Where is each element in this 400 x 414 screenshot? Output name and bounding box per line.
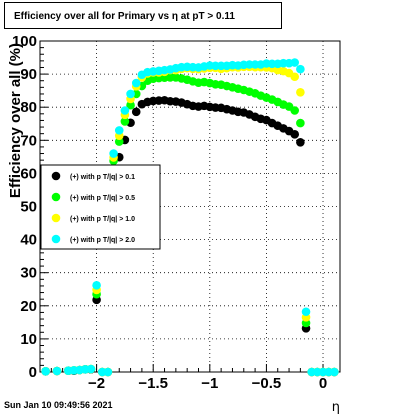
y-tick-label: 100: [12, 33, 37, 50]
data-point: [290, 58, 300, 67]
timestamp: Sun Jan 10 09:49:56 2021: [4, 400, 113, 410]
y-tick-label: 40: [20, 232, 37, 249]
y-tick-label: 90: [20, 66, 37, 83]
x-tick-label: −0.5: [252, 375, 282, 392]
y-tick-label: 30: [20, 265, 37, 282]
data-point: [92, 280, 101, 290]
data-point: [296, 88, 305, 97]
y-tick-label: 60: [20, 165, 37, 182]
y-tick-label: 20: [20, 298, 37, 315]
data-point: [109, 149, 118, 158]
legend-marker: [51, 213, 61, 223]
y-tick-label: 10: [20, 331, 37, 348]
plot-frame: [39, 40, 341, 373]
data-point: [114, 126, 124, 135]
data-point: [290, 72, 300, 82]
data-point: [114, 137, 124, 146]
legend-label: (+) with p T/|q| > 1.0: [70, 216, 135, 223]
y-axis-label: Efficiency over all (%): [7, 43, 24, 198]
legend-marker: [51, 234, 61, 244]
data-point: [296, 137, 305, 147]
y-tick-label: 70: [20, 132, 37, 149]
data-point: [296, 64, 305, 74]
legend-label: (+) with p T/|q| > 2.0: [70, 237, 135, 244]
data-point: [120, 106, 130, 115]
legend-box: [40, 164, 161, 250]
data-point: [290, 106, 300, 115]
legend-marker: [51, 171, 61, 181]
data-point: [41, 367, 50, 376]
data-point: [131, 107, 141, 117]
x-tick-label: 0: [319, 375, 327, 392]
data-point: [126, 89, 135, 99]
data-point: [103, 367, 113, 377]
x-axis-label: η: [332, 400, 340, 414]
data-point: [126, 100, 135, 110]
y-tick-label: 50: [20, 199, 37, 216]
data-point: [330, 367, 339, 377]
data-point: [86, 364, 96, 374]
x-tick-label: −1.5: [138, 375, 168, 392]
data-point: [301, 307, 311, 317]
data-point: [52, 366, 62, 376]
legend-label: (+) with p T/|q| > 0.1: [70, 174, 135, 181]
y-tick-label: 0: [29, 364, 37, 381]
legend-marker: [51, 192, 61, 202]
chart-title: Efficiency over all for Primary vs η at …: [4, 2, 282, 29]
data-point: [131, 78, 141, 88]
data-point: [290, 130, 300, 139]
x-tick-label: −2: [88, 375, 105, 392]
x-tick-label: −1: [201, 375, 218, 392]
legend-label: (+) with p T/|q| > 0.5: [70, 195, 135, 202]
data-point: [296, 118, 305, 128]
y-tick-label: 80: [20, 99, 37, 116]
data-point: [120, 117, 130, 126]
